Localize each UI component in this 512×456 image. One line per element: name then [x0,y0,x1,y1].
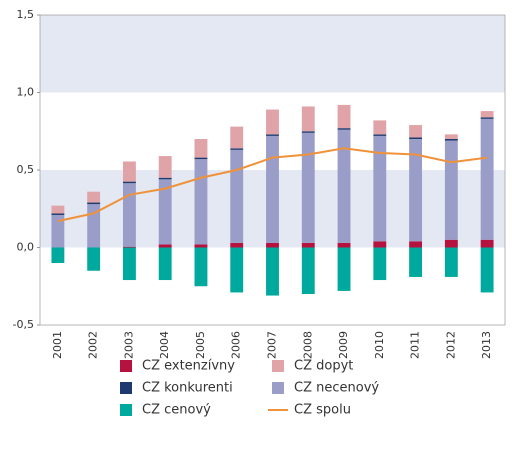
legend-swatch [120,404,132,416]
x-tick-label: 2009 [337,331,350,359]
bar-segment [194,159,208,245]
x-tick-label: 2001 [51,331,64,359]
bar-segment [373,120,387,135]
y-tick-label: 1,5 [17,8,35,21]
bar-segment [51,247,65,263]
bar-segment [51,213,65,215]
y-tick-label: 0,0 [17,241,35,254]
legend-label: CZ dopyt [294,359,353,374]
legend-label: CZ spolu [294,403,351,418]
bar-segment [266,247,279,296]
bar-segment [122,183,136,247]
bar-segment [444,134,458,139]
y-tick-label: -0,5 [13,318,34,331]
bar-segment [480,117,494,119]
legend-swatch [272,382,284,394]
bar-segment [409,125,423,138]
bar-segment [51,214,65,248]
bar-segment [158,177,172,180]
y-tick-label: 1,0 [17,86,35,99]
line-series [57,147,488,223]
y-tick-label: 0,5 [17,163,35,176]
bar-segment [301,247,315,294]
bar-segment [230,247,244,293]
x-tick-label: 2002 [87,331,100,359]
bar-segment [409,247,423,277]
bar-segment [301,106,315,132]
legend-swatch [272,360,284,372]
bar-segment [51,205,65,214]
bar-segment [480,239,494,248]
x-tick-label: 2007 [266,331,279,359]
bar-segment [122,161,136,182]
bar-segment [122,247,136,281]
legend-label: CZ cenový [142,403,211,418]
bar-segment [266,109,279,135]
bar-segment [444,139,458,141]
bar-segment [337,242,351,248]
x-tick-label: 2013 [480,331,493,359]
legend-swatch [120,360,132,372]
bar-segment [158,156,172,178]
x-tick-label: 2003 [122,331,135,359]
bar-segment [194,139,208,158]
legend-label: CZ extenzívny [142,359,235,374]
x-tick-label: 2006 [230,331,243,359]
bar-segment [409,137,423,139]
bar-segment [230,126,244,149]
bar-segment [87,247,101,271]
bar-segment [194,244,208,248]
bar-segment [230,148,244,150]
bar-segment [337,104,351,129]
bar-segment [301,131,315,133]
bar-segment [337,128,351,130]
bar-segment [158,244,172,248]
legend-label: CZ necenový [294,381,379,396]
legend-swatch [120,382,132,394]
bar-segment [266,135,279,243]
bar-segment [444,140,458,240]
bar-segment [266,242,279,248]
legend-label: CZ konkurenti [142,381,233,396]
x-tick-label: 2005 [194,331,207,359]
bar-segment [266,134,279,136]
bar-segment [373,134,387,136]
bar-segment [444,239,458,248]
bar-segment [337,247,351,291]
x-tick-label: 2010 [373,331,386,359]
bar-segment [409,139,423,242]
bar-segment [480,247,494,293]
bar-segment [301,242,315,248]
bar-segment [373,247,387,281]
bar-segment [373,241,387,248]
x-tick-label: 2012 [444,331,457,359]
bar-segment [158,247,172,281]
x-tick-label: 2004 [158,331,171,359]
bar-segment [87,202,101,205]
bar-segment [373,135,387,242]
bar-segment [194,157,208,160]
bar-segment [480,118,494,240]
bar-segment [444,247,458,277]
bar-segment [194,247,208,287]
bar-segment [87,191,101,203]
bar-segment [480,111,494,118]
bar-segment [122,181,136,184]
bar-segment [122,246,136,248]
bar-segment [337,129,351,243]
bar-segment [230,149,244,243]
bar-segment [301,132,315,243]
x-tick-label: 2008 [301,331,314,359]
plot-band [40,15,505,93]
bar-segment [158,179,172,245]
bar-segment [409,241,423,248]
bar-segment [230,242,244,248]
x-tick-label: 2011 [409,331,422,359]
